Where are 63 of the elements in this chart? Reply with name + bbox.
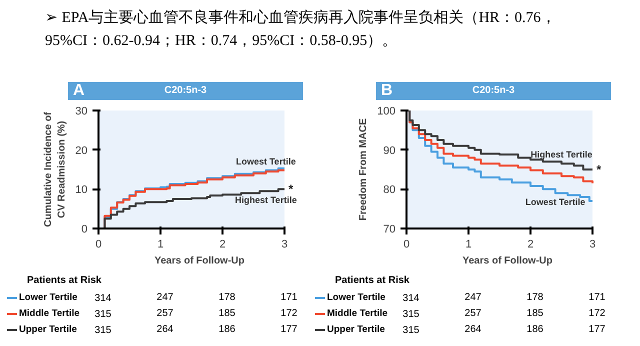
y-tick-label: 30: [75, 106, 88, 118]
y-tick-label: 80: [383, 184, 396, 196]
x-tick-label: 0: [403, 238, 410, 250]
text: 178: [526, 291, 544, 305]
chart-title: C20:5n-3: [164, 85, 207, 96]
text: 185: [526, 307, 544, 321]
text: 177: [280, 323, 298, 337]
y-axis-title: Cumulative Incidence of CV Readmission (%): [43, 111, 68, 228]
annotation: *: [288, 182, 294, 196]
chart-subtitle: B: [381, 82, 393, 100]
text: 172: [588, 307, 606, 321]
chart-subtitle: A: [73, 82, 85, 100]
annotation: *: [596, 162, 602, 176]
x-axis-title: Years of Follow-Up: [462, 256, 553, 266]
text: Patients at Risk: [335, 274, 410, 288]
legend-label: Lower Tertile: [327, 291, 386, 305]
text: 315: [94, 324, 112, 338]
text: 315: [402, 324, 420, 338]
legend-label: Upper Tertile: [327, 323, 385, 337]
y-tick-label: 20: [75, 144, 88, 157]
y-tick-label: 70: [383, 224, 396, 236]
legend-label: Upper Tertile: [19, 323, 77, 337]
chart-title: C20:5n-3: [472, 85, 515, 96]
legend-label: Lower Tertile: [19, 291, 78, 305]
text: 172: [280, 307, 298, 321]
x-axis-title: Years of Follow-Up: [154, 256, 245, 266]
text: 247: [464, 291, 482, 305]
text: 264: [156, 323, 174, 337]
text: 315: [402, 308, 420, 322]
text: ➢ EPA与主要心血管不良事件和心血管疾病再入院事件呈负相关（HR：0.76，95%CI：0.62-0.94；HR：0.74，95%CI：0.58-0.95）。: [44, 8, 557, 50]
x-tick-label: 2: [219, 238, 226, 250]
y-tick-label: 100: [377, 106, 396, 118]
annotation: Lowest Tertile: [236, 156, 296, 166]
text: 264: [464, 323, 482, 337]
y-tick-label: 0: [81, 224, 88, 236]
text: 247: [156, 291, 174, 305]
text: 178: [218, 291, 236, 305]
text: 257: [464, 307, 482, 321]
text: 185: [218, 307, 236, 321]
x-tick-label: 1: [465, 238, 472, 250]
text: 171: [280, 291, 298, 305]
annotation: Highest Tertile: [234, 195, 297, 206]
annotation: Lowest Tertile: [525, 197, 586, 208]
x-tick-label: 3: [589, 238, 596, 250]
text: 314: [94, 292, 112, 306]
text: 315: [94, 308, 112, 322]
x-tick-label: 0: [95, 238, 102, 250]
y-tick-label: 10: [75, 184, 88, 196]
x-tick-label: 2: [527, 238, 534, 250]
y-axis-title: Freedom From MACE: [358, 118, 370, 221]
text: 186: [218, 323, 236, 337]
x-tick-label: 3: [281, 238, 288, 250]
legend-label: Middle Tertile: [19, 307, 80, 321]
legend-label: Middle Tertile: [327, 307, 388, 321]
x-tick-label: 1: [157, 238, 164, 250]
text: 171: [588, 291, 606, 305]
text: 186: [526, 323, 544, 337]
text: Patients at Risk: [27, 274, 102, 288]
y-tick-label: 90: [383, 144, 396, 157]
text: 257: [156, 307, 174, 321]
text: 177: [588, 323, 606, 337]
annotation: Highest Tertile: [530, 150, 592, 160]
text: 314: [402, 292, 420, 306]
